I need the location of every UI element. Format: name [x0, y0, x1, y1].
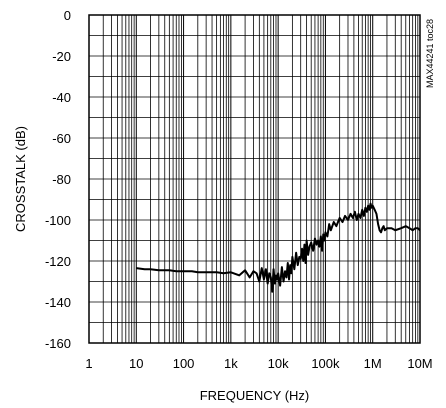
x-tick-label: 100k — [311, 356, 340, 371]
x-tick-label: 10M — [407, 356, 432, 371]
plot-frame — [88, 14, 421, 344]
y-tick-label: -120 — [45, 254, 71, 269]
grid — [89, 15, 420, 343]
x-axis-ticks: 1 10 100 1k 10k 100k 1M 10M — [85, 356, 432, 371]
x-tick-label: 1 — [85, 356, 92, 371]
y-tick-label: -60 — [52, 131, 71, 146]
y-tick-label: 0 — [64, 8, 71, 23]
x-tick-label: 1M — [364, 356, 382, 371]
y-tick-label: -20 — [52, 49, 71, 64]
x-tick-label: 10 — [129, 356, 143, 371]
chart-id-note: MAX44241 toc28 — [425, 19, 435, 88]
y-tick-label: -100 — [45, 213, 71, 228]
y-tick-label: -160 — [45, 336, 71, 351]
x-axis-label: FREQUENCY (Hz) — [200, 388, 310, 403]
y-tick-label: -80 — [52, 172, 71, 187]
y-axis-label: CROSSTALK (dB) — [13, 126, 28, 232]
x-tick-label: 10k — [268, 356, 289, 371]
crosstalk-series-line — [136, 202, 421, 293]
x-tick-label: 1k — [224, 356, 238, 371]
y-tick-label: -40 — [52, 90, 71, 105]
x-tick-label: 100 — [173, 356, 195, 371]
y-tick-label: -140 — [45, 295, 71, 310]
y-axis-ticks: 0 -20 -40 -60 -80 -100 -120 -140 -160 — [45, 8, 71, 351]
